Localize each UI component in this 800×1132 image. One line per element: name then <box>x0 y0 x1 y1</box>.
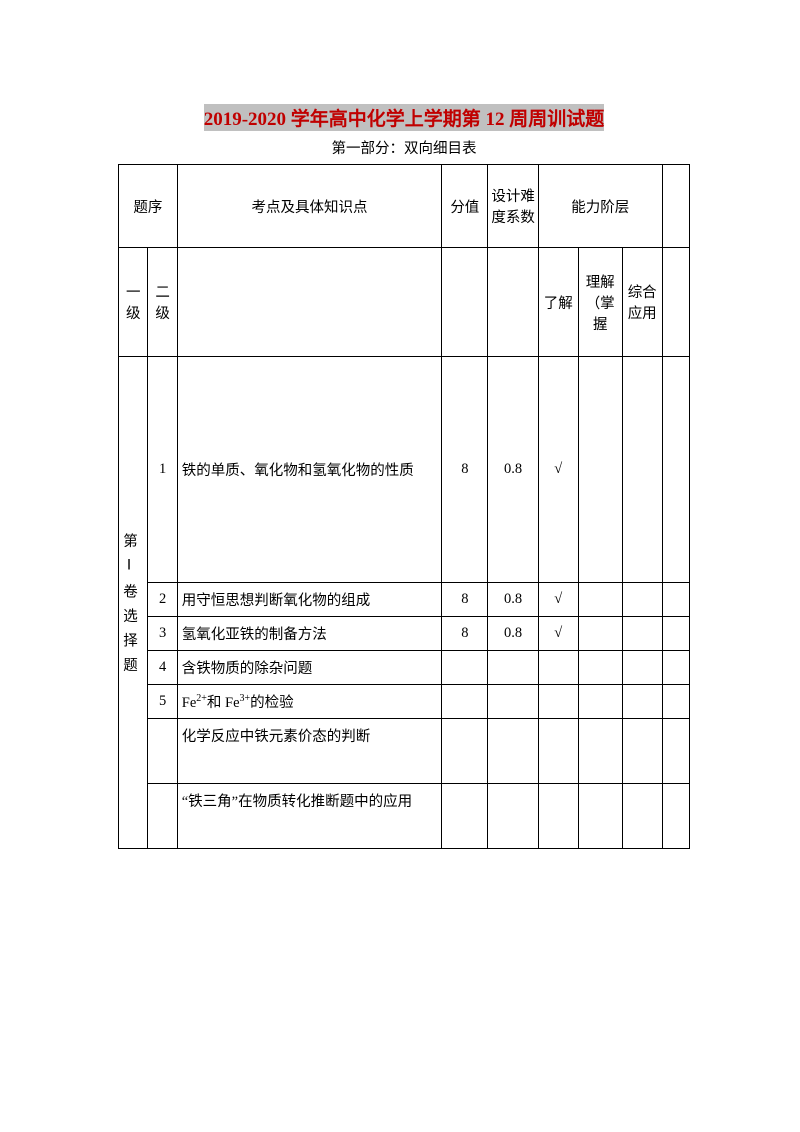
hdr-ability: 能力阶层 <box>538 165 662 248</box>
r1-b3 <box>662 357 689 583</box>
page-title: 2019-2020 学年高中化学上学期第 12 周周训试题 <box>204 104 605 131</box>
r7-topic: “铁三角”在物质转化推断题中的应用 <box>177 784 441 849</box>
sub-e3: 综合应用 <box>622 248 662 357</box>
hdr-seq: 题序 <box>119 165 178 248</box>
r7-n <box>148 784 177 849</box>
hdr-topic: 考点及具体知识点 <box>177 165 441 248</box>
r2-mark: √ <box>538 583 578 617</box>
sub-e1: 了解 <box>538 248 578 357</box>
r3-diff: 0.8 <box>488 617 538 651</box>
row-3: 3 氢氧化亚铁的制备方法 8 0.8 √ <box>119 617 690 651</box>
hdr-blank <box>662 165 689 248</box>
r5-n: 5 <box>148 685 177 719</box>
r4-topic: 含铁物质的除杂问题 <box>177 651 441 685</box>
r1-score: 8 <box>442 357 488 583</box>
hdr-score: 分值 <box>442 165 488 248</box>
r4-n: 4 <box>148 651 177 685</box>
row-4: 4 含铁物质的除杂问题 <box>119 651 690 685</box>
r5-topic: Fe2+和 Fe3+的检验 <box>177 685 441 719</box>
r2-score: 8 <box>442 583 488 617</box>
subheader-row: 一级 二级 了解 理解（掌握 综合应用 <box>119 248 690 357</box>
row-2: 2 用守恒思想判断氧化物的组成 8 0.8 √ <box>119 583 690 617</box>
r3-topic: 氢氧化亚铁的制备方法 <box>177 617 441 651</box>
row-7: “铁三角”在物质转化推断题中的应用 <box>119 784 690 849</box>
r2-n: 2 <box>148 583 177 617</box>
sub-e2: 理解（掌握 <box>578 248 622 357</box>
spec-table: 题序 考点及具体知识点 分值 设计难度系数 能力阶层 一级 二级 了解 理解（掌… <box>118 164 690 849</box>
row-1: 第Ⅰ卷选择题 1 铁的单质、氧化物和氢氧化物的性质 8 0.8 √ <box>119 357 690 583</box>
row-6: 化学反应中铁元素价态的判断 <box>119 719 690 784</box>
row-5: 5 Fe2+和 Fe3+的检验 <box>119 685 690 719</box>
r3-n: 3 <box>148 617 177 651</box>
r2-topic: 用守恒思想判断氧化物的组成 <box>177 583 441 617</box>
r1-b1 <box>578 357 622 583</box>
r1-diff: 0.8 <box>488 357 538 583</box>
hdr-diff: 设计难度系数 <box>488 165 538 248</box>
sub-blank4 <box>662 248 689 357</box>
header-row: 题序 考点及具体知识点 分值 设计难度系数 能力阶层 <box>119 165 690 248</box>
r1-mark: √ <box>538 357 578 583</box>
sub-blank2 <box>442 248 488 357</box>
sub-blank3 <box>488 248 538 357</box>
r3-score: 8 <box>442 617 488 651</box>
title-wrap: 2019-2020 学年高中化学上学期第 12 周周训试题 <box>118 104 690 131</box>
r6-n <box>148 719 177 784</box>
subtitle: 第一部分：双向细目表 <box>118 137 690 158</box>
sub-blank1 <box>177 248 441 357</box>
sub-l1: 一级 <box>119 248 148 357</box>
r3-mark: √ <box>538 617 578 651</box>
r1-n: 1 <box>148 357 177 583</box>
section-label: 第Ⅰ卷选择题 <box>119 357 148 849</box>
sub-l2: 二级 <box>148 248 177 357</box>
r6-topic: 化学反应中铁元素价态的判断 <box>177 719 441 784</box>
r1-b2 <box>622 357 662 583</box>
r1-topic: 铁的单质、氧化物和氢氧化物的性质 <box>177 357 441 583</box>
r2-diff: 0.8 <box>488 583 538 617</box>
